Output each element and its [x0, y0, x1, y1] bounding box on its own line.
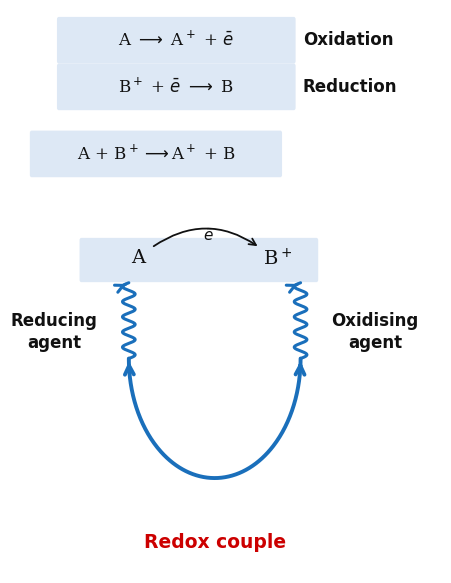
Text: $\bar{e}$: $\bar{e}$	[202, 228, 213, 244]
Text: A $\longrightarrow$ A$^+$ + $\bar{e}$: A $\longrightarrow$ A$^+$ + $\bar{e}$	[118, 30, 234, 50]
FancyBboxPatch shape	[57, 17, 295, 64]
Text: A: A	[130, 250, 145, 267]
Text: Redox couple: Redox couple	[143, 533, 285, 552]
Text: Reducing
agent: Reducing agent	[11, 312, 97, 352]
Text: Oxidising
agent: Oxidising agent	[331, 312, 418, 352]
Text: Reduction: Reduction	[302, 78, 396, 96]
Text: B$^+$ + $\bar{e}$ $\longrightarrow$ B: B$^+$ + $\bar{e}$ $\longrightarrow$ B	[118, 77, 234, 97]
FancyArrowPatch shape	[153, 229, 255, 246]
Text: A + B$^+$$\longrightarrow$A$^+$ + B: A + B$^+$$\longrightarrow$A$^+$ + B	[76, 144, 235, 164]
FancyBboxPatch shape	[79, 238, 318, 282]
FancyBboxPatch shape	[57, 64, 295, 110]
FancyBboxPatch shape	[30, 131, 281, 177]
Text: Oxidation: Oxidation	[302, 31, 392, 49]
Text: B$^+$: B$^+$	[263, 248, 292, 269]
